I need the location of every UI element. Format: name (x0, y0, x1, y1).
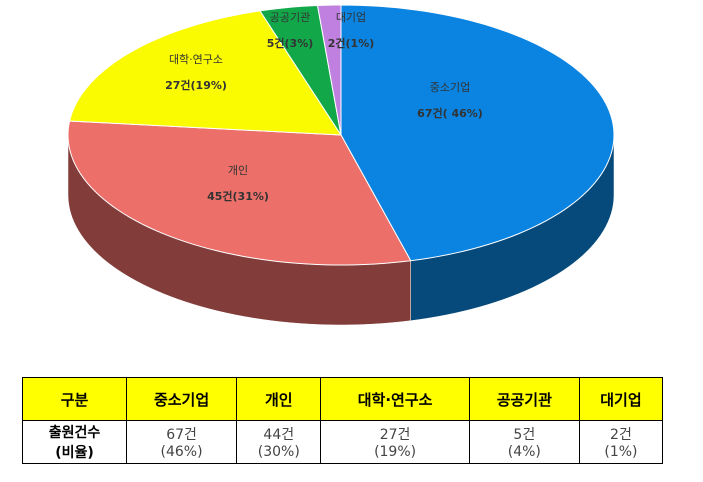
pie-chart: 중소기업 67건( 46%) 개인 45건(31%) 대학·연구소 27건(19%) 공공기… (67, 4, 615, 326)
cell-line: (19%) (374, 444, 417, 460)
header-cell: 대학·연구소 (320, 377, 470, 421)
slice (340, 4, 615, 262)
header-cell: 중소기업 (125, 377, 238, 421)
data-cell: 27건 (19%) (320, 420, 470, 464)
data-cell: 44건 (30%) (236, 420, 322, 464)
slice-value-label: 45건(31%) (207, 189, 269, 203)
cell-line: 44건 (263, 427, 295, 443)
cell-line: (46%) (160, 444, 203, 460)
cell-line: (30%) (257, 444, 300, 460)
slice (316, 4, 342, 136)
header-row: 구분 중소기업 개인 대학·연구소 공공기관 대기업 (22, 377, 664, 421)
slice (67, 120, 412, 266)
slice-value-label: 2건(1%) (328, 36, 375, 50)
data-cell: 출원건수 (비율) (22, 420, 127, 464)
cell-line: 출원건수 (48, 425, 101, 441)
header-cell: 대기업 (578, 377, 664, 421)
summary-table: 구분 중소기업 개인 대학·연구소 공공기관 대기업 출원건수 (비율) 67건 (46%) 44… (22, 377, 664, 464)
cell-line: (비율) (55, 445, 94, 461)
slice-category-label: 중소기업 (430, 81, 470, 94)
slice-category-label: 개인 (228, 164, 248, 177)
data-cell: 2건 (1%) (578, 420, 664, 464)
data-row: 출원건수 (비율) 67건 (46%) 44건 (30%) 27건 (19%) 5건 (4%) 2건… (22, 420, 664, 464)
slice-value-label: 67건( 46%) (417, 106, 483, 120)
cell-line: 5건 (513, 427, 536, 443)
slice-category-label: 대학·연구소 (169, 53, 223, 66)
cell-line: 2건 (610, 427, 632, 443)
header-cell: 개인 (236, 377, 322, 421)
cell-line: 27건 (379, 427, 411, 443)
slice-category-label: 대기업 (336, 11, 366, 24)
slice-value-label: 27건(19%) (165, 78, 227, 92)
cell-line: (4%) (507, 444, 541, 460)
header-cell: 공공기관 (468, 377, 580, 421)
slice (68, 10, 342, 136)
cell-line: (1%) (604, 444, 638, 460)
slice-value-label: 5건(3%) (267, 36, 314, 50)
cell-line: 67건 (166, 427, 197, 443)
data-cell: 67건 (46%) (125, 420, 238, 464)
slice (259, 4, 342, 136)
header-cell: 구분 (22, 377, 127, 421)
data-cell: 5건 (4%) (468, 420, 580, 464)
slice-category-label: 공공기관 (270, 11, 310, 24)
